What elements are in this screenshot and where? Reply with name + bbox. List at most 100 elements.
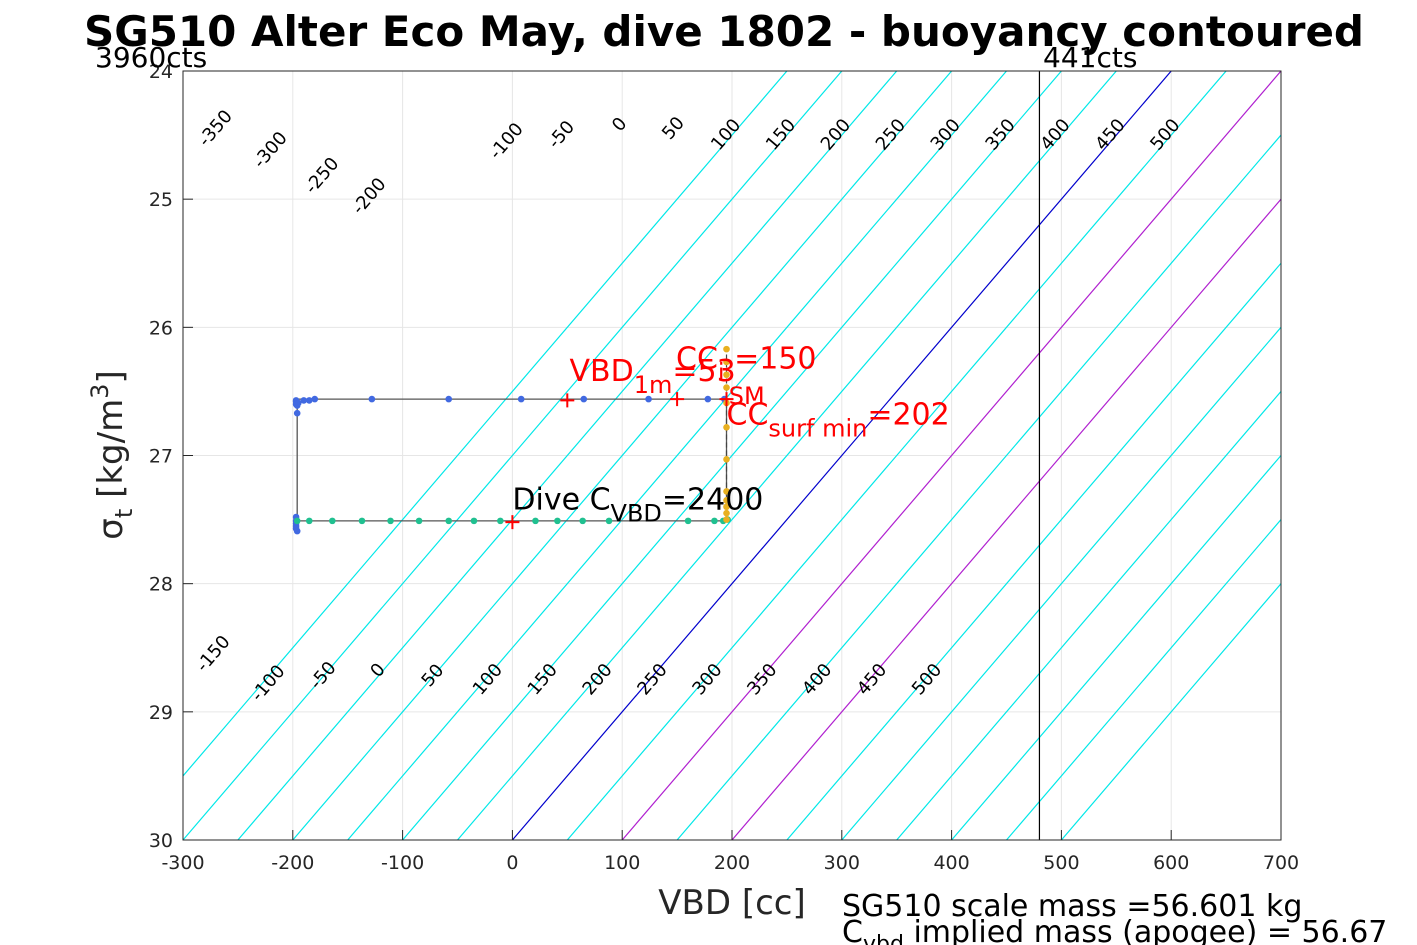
data-point-series-1 bbox=[684, 517, 692, 525]
contour-line-250 bbox=[786, 262, 1281, 840]
annotation-0: VBD1m=53 bbox=[569, 354, 735, 399]
y-label-close: ] bbox=[91, 370, 131, 383]
contour-line--200 bbox=[292, 71, 953, 840]
y-tick-label: 26 bbox=[149, 317, 173, 339]
y-axis-label: σt [kg/m3] bbox=[86, 370, 138, 539]
x-axis-ticks: -300 -200 -100 0 100 200 300 400 500 600 700 bbox=[161, 830, 1299, 874]
data-point-series-0 bbox=[704, 395, 712, 403]
contour-line-500 bbox=[1060, 582, 1281, 840]
data-point-series-1 bbox=[387, 517, 394, 525]
contour-line-100 bbox=[621, 71, 1281, 840]
data-point-series-1 bbox=[415, 517, 423, 525]
data-point-series-1 bbox=[579, 517, 586, 525]
red-cross-marker bbox=[560, 393, 575, 408]
data-point-series-2 bbox=[723, 384, 730, 391]
data-point-series-1 bbox=[358, 517, 366, 525]
data-point-series-0 bbox=[311, 395, 319, 403]
x-axis-label: VBD [cc] bbox=[658, 883, 806, 923]
y-tick-label: 27 bbox=[149, 446, 173, 468]
annotation-value: =150 bbox=[725, 341, 817, 376]
data-point-series-0 bbox=[580, 395, 588, 403]
top-right-count-label: 441cts bbox=[1043, 41, 1137, 74]
x-tick-label: -200 bbox=[271, 852, 314, 874]
contour-line--100 bbox=[402, 71, 1062, 840]
top-left-count-label: 3960cts bbox=[95, 41, 207, 74]
contour-line-200 bbox=[731, 198, 1281, 840]
implied-mass-subscript: vbd bbox=[863, 932, 904, 945]
data-point-series-2 bbox=[723, 488, 730, 495]
chart-title: SG510 Alter Eco May, dive 1802 - buoyanc… bbox=[84, 7, 1364, 56]
x-tick-label: 600 bbox=[1153, 852, 1189, 874]
contour-line--150 bbox=[347, 71, 1007, 840]
contour-line--250 bbox=[237, 71, 898, 840]
data-point-series-0 bbox=[293, 527, 301, 535]
data-point-series-1 bbox=[554, 517, 561, 525]
red-cross-marker bbox=[719, 392, 734, 407]
annotation-subscript: i bbox=[718, 358, 725, 386]
y-label-superscript: 3 bbox=[86, 384, 114, 399]
x-tick-label: -100 bbox=[381, 852, 424, 874]
annotation-4: SM bbox=[729, 382, 765, 410]
data-point-series-1 bbox=[445, 517, 453, 525]
scale-mass-note: SG510 scale mass =56.601 kg bbox=[842, 889, 1302, 924]
contour-line--350 bbox=[183, 71, 788, 777]
x-tick-label: 100 bbox=[604, 852, 640, 874]
x-tick-label: 0 bbox=[506, 852, 518, 874]
red-cross-marker bbox=[505, 515, 520, 530]
annotation-1: CCi =150 bbox=[676, 341, 817, 386]
data-point-series-2 bbox=[723, 456, 730, 463]
data-points bbox=[292, 345, 731, 535]
annotation-main: Dive C bbox=[512, 482, 610, 517]
data-point-series-1 bbox=[305, 517, 313, 525]
contour-line-50 bbox=[566, 71, 1227, 840]
annotation-main: CC bbox=[676, 341, 718, 376]
annotation-3: Dive CVBD=2400 bbox=[512, 482, 763, 527]
annotation-subscript: 1m bbox=[634, 371, 673, 399]
data-point-series-0 bbox=[517, 395, 525, 403]
data-point-series-1 bbox=[711, 517, 718, 525]
data-point-series-0 bbox=[368, 395, 376, 403]
annotation-subscript: VBD bbox=[611, 499, 662, 527]
x-tick-label: 400 bbox=[933, 852, 969, 874]
annotation-main: VBD bbox=[569, 354, 633, 389]
y-tick-label: 28 bbox=[149, 574, 173, 596]
annotation-value: =202 bbox=[867, 398, 949, 433]
data-point-series-2 bbox=[723, 497, 730, 504]
data-point-series-0 bbox=[293, 409, 301, 417]
data-point-series-1 bbox=[329, 517, 336, 525]
contour-line--50 bbox=[457, 71, 1117, 840]
annotation-subscript: surf min bbox=[768, 415, 867, 443]
data-point-series-0 bbox=[645, 395, 652, 403]
annotation-value: =2400 bbox=[662, 482, 763, 517]
data-point-series-1 bbox=[293, 517, 301, 525]
data-point-series-0 bbox=[305, 397, 313, 404]
x-tick-label: 500 bbox=[1043, 852, 1079, 874]
data-point-series-0 bbox=[300, 397, 308, 404]
x-tick-label: 300 bbox=[824, 852, 860, 874]
implied-mass-c: C bbox=[842, 915, 863, 945]
y-label-sigma: σ bbox=[91, 518, 131, 540]
data-point-series-1 bbox=[532, 517, 539, 525]
data-point-series-1 bbox=[470, 517, 478, 525]
contour-line-450 bbox=[1006, 518, 1281, 840]
y-label-subscript: t bbox=[110, 509, 138, 518]
data-point-series-0 bbox=[294, 399, 302, 407]
red-crosses bbox=[505, 392, 734, 530]
implied-mass-note: Cvbd implied mass (apogee) = 56.67 bbox=[842, 915, 1387, 945]
annotation-2: CCsurf min=202 bbox=[727, 398, 950, 443]
contour-line-350 bbox=[896, 390, 1281, 840]
annotation-main: CC bbox=[727, 398, 769, 433]
annotation-main: SM bbox=[729, 382, 765, 410]
implied-mass-tail: implied mass (apogee) = 56.67 bbox=[904, 915, 1388, 945]
contour-line-150 bbox=[676, 134, 1281, 840]
y-label-unit: [kg/m bbox=[91, 399, 131, 509]
annotation-value: =53 bbox=[672, 354, 735, 389]
data-point-series-2 bbox=[723, 371, 730, 379]
data-point-series-2 bbox=[723, 345, 730, 353]
contour-line-400 bbox=[951, 454, 1281, 840]
contour-line-300 bbox=[841, 326, 1281, 840]
data-point-series-2 bbox=[723, 424, 730, 431]
